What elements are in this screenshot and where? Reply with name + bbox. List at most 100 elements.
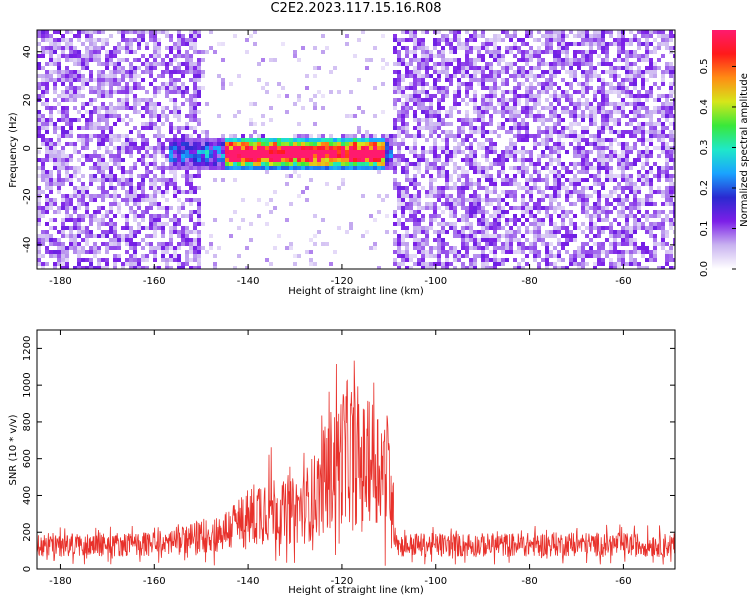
spectrogram-cell [461,122,465,126]
spectrogram-cell [617,30,621,34]
spectrogram-cell [413,38,417,42]
spectrogram-cell [177,230,181,234]
spectrogram-cell [641,130,645,134]
spectrogram-cell [625,130,629,134]
spectrogram-cell [65,46,69,50]
spectrogram-cell [149,154,153,158]
spectrogram-cell [329,70,333,74]
spectrogram-cell [161,154,165,158]
spectrogram-cell [65,158,69,162]
spectrogram-cell [85,54,89,58]
spectrogram-cell [533,50,537,54]
spectrogram-cell [449,250,453,254]
spectrogram-cell [569,114,573,118]
spectrogram-cell [553,94,557,98]
spectrogram-cell [501,190,505,194]
spectrogram-cell [465,146,469,150]
spectrogram-cell [397,154,401,158]
spectrogram-cell [413,138,417,142]
spectrogram-cell [149,118,153,122]
spectrogram-cell [553,222,557,226]
spectrogram-cell [661,146,665,150]
spectrogram-cell [629,146,633,150]
spectrogram-cell [605,146,609,150]
spectrogram-cell [169,258,173,262]
spectrogram-cell [665,102,669,106]
spectrogram-cell [113,46,117,50]
spectrogram-cell [421,58,425,62]
spectrogram-cell [633,218,637,222]
spectrogram-cell [525,150,529,154]
spectrogram-cell [409,198,413,202]
spectrogram-cell [133,190,137,194]
spectrogram-cell [197,254,201,258]
spectrogram-cell [441,38,445,42]
spectrogram-cell [61,230,65,234]
spectrogram-cell [65,70,69,74]
spectrogram-cell [169,34,173,38]
spectrogram-cell [661,126,665,130]
spectrogram-cell [617,166,621,170]
spectrogram-cell [133,102,137,106]
spectrogram-cell [461,62,465,66]
spectrogram-cell [593,34,597,38]
spectrogram-cell [589,218,593,222]
spectrogram-cell [661,106,665,110]
spectrogram-cell [105,78,109,82]
spectrogram-cell [437,110,441,114]
spectrogram-cell [325,142,329,146]
spectrogram-cell [621,102,625,106]
spectrogram-cell [513,78,517,82]
spectrogram-cell [529,66,533,70]
spectrogram-cell [53,150,57,154]
spectrogram-cell [157,118,161,122]
spectrogram-cell [645,130,649,134]
spectrogram-cell [657,110,661,114]
spectrogram-cell [193,158,197,162]
spectrogram-cell [441,166,445,170]
spectrogram-cell [493,266,497,269]
spectrogram-cell [465,66,469,70]
spectrogram-cell [529,58,533,62]
spectrogram-cell [569,110,573,114]
spectrogram-cell [105,62,109,66]
spectrogram-cell [401,258,405,262]
spectrogram-cell [421,38,425,42]
spectrogram-cell [417,222,421,226]
spectrogram-cell [93,86,97,90]
spectrogram-cell [601,78,605,82]
spectrogram-cell [541,190,545,194]
spectrogram-cell [529,154,533,158]
spectrogram-cell [673,214,675,218]
spectrogram-cell [669,114,673,118]
spectrogram-cell [185,174,189,178]
spectrogram-cell [145,30,149,34]
spectrogram-cell [285,146,289,150]
spectrogram-cell [189,150,193,154]
spectrogram-cell [41,142,45,146]
spectrogram-cell [305,134,309,138]
spectrogram-cell [105,122,109,126]
spectrogram-cell [393,214,397,218]
spectrogram-cell [325,166,329,170]
spectrogram-cell [109,158,113,162]
spectrogram-cell [465,198,469,202]
spectrogram-cell [173,82,177,86]
spectrogram-cell [445,178,449,182]
spectrogram-cell [89,222,93,226]
spectrogram-cell [189,162,193,166]
spectrogram-cell [145,102,149,106]
spectrogram-cell [45,194,49,198]
spectrogram-cell [193,226,197,230]
spectrogram-cell [509,182,513,186]
spectrogram-cell [621,58,625,62]
spectrogram-cell [669,182,673,186]
spectrogram-cell [453,230,457,234]
spectrogram-cell [385,230,389,234]
spectrogram-cell [621,34,625,38]
spectrogram-cell [525,98,529,102]
spectrogram-cell [273,246,277,250]
spectrogram-cell [653,258,657,262]
spectrogram-cell [73,54,77,58]
